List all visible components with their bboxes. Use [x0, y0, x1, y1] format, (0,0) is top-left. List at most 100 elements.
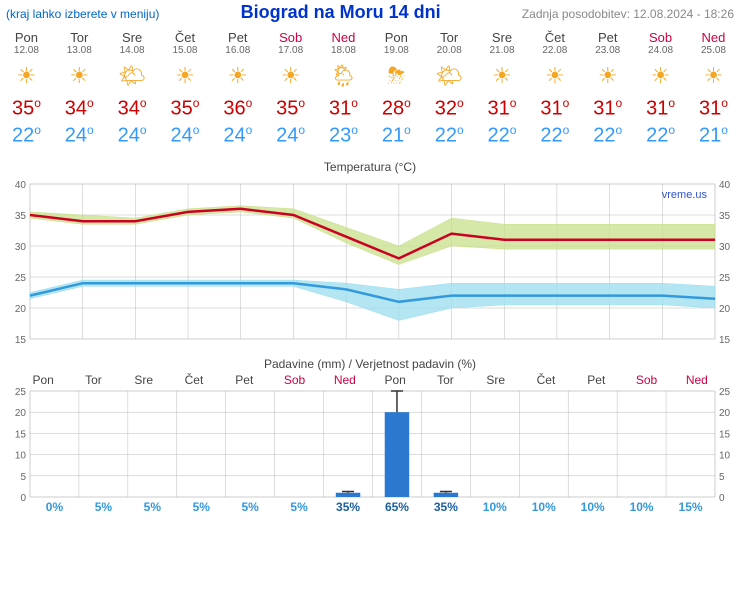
forecast-high: 31o	[528, 95, 581, 122]
precip-day-label: Čet	[169, 373, 219, 387]
forecast-high: 35o	[159, 95, 212, 122]
svg-text:20: 20	[15, 304, 27, 315]
forecast-day-header: Pon12.08	[0, 29, 53, 57]
svg-text:5: 5	[719, 472, 725, 483]
forecast-day-header: Sob24.08	[634, 29, 687, 57]
last-updated: Zadnja posodobitev: 12.08.2024 - 18:26	[522, 7, 734, 21]
forecast-low-row: 22o24o24o24o24o24o23o21o22o22o22o22o22o2…	[0, 122, 740, 149]
forecast-low: 22o	[476, 122, 529, 149]
forecast-day-header: Tor20.08	[423, 29, 476, 57]
svg-text:5%: 5%	[290, 500, 308, 514]
forecast-high: 36o	[211, 95, 264, 122]
svg-text:5%: 5%	[95, 500, 113, 514]
precip-chart-title: Padavine (mm) / Verjetnost padavin (%)	[0, 357, 740, 371]
svg-text:30: 30	[15, 242, 27, 253]
svg-text:15: 15	[719, 430, 731, 441]
svg-text:25: 25	[719, 387, 731, 398]
forecast-day-header: Sre14.08	[106, 29, 159, 57]
forecast-header-row: Pon12.08Tor13.08Sre14.08Čet15.08Pet16.08…	[0, 29, 740, 57]
forecast-day-header: Pet23.08	[581, 29, 634, 57]
temp-chart-title: Temperatura (°C)	[6, 160, 734, 174]
svg-text:35: 35	[719, 211, 731, 222]
svg-text:10%: 10%	[483, 500, 507, 514]
sun-cloud-icon: 🌤	[106, 57, 159, 95]
forecast-day-header: Ned18.08	[317, 29, 370, 57]
svg-text:15: 15	[15, 430, 27, 441]
forecast-high: 34o	[53, 95, 106, 122]
forecast-high: 34o	[106, 95, 159, 122]
precip-day-label: Tor	[420, 373, 470, 387]
precip-day-label: Sre	[471, 373, 521, 387]
precip-chart-svg: 005510101515202025250%5%5%5%5%5%35%65%35…	[6, 387, 734, 517]
svg-text:20: 20	[719, 409, 731, 420]
precip-day-label: Ned	[672, 373, 722, 387]
forecast-low: 22o	[634, 122, 687, 149]
precip-day-label: Pon	[370, 373, 420, 387]
svg-text:35%: 35%	[336, 500, 360, 514]
forecast-low: 21o	[370, 122, 423, 149]
precip-day-label: Čet	[521, 373, 571, 387]
precip-day-label: Pet	[571, 373, 621, 387]
svg-text:35%: 35%	[434, 500, 458, 514]
forecast-low: 22o	[581, 122, 634, 149]
forecast-low: 23o	[317, 122, 370, 149]
svg-text:10%: 10%	[581, 500, 605, 514]
svg-text:5%: 5%	[144, 500, 162, 514]
forecast-high: 31o	[687, 95, 740, 122]
precip-day-labels: PonTorSreČetPetSobNedPonTorSreČetPetSobN…	[18, 373, 722, 387]
sun-icon: ☀	[53, 57, 106, 95]
svg-text:20: 20	[15, 409, 27, 420]
menu-note[interactable]: (kraj lahko izberete v meniju)	[6, 7, 159, 21]
svg-text:0%: 0%	[46, 500, 64, 514]
forecast-low: 24o	[211, 122, 264, 149]
precip-day-label: Ned	[320, 373, 370, 387]
forecast-low: 22o	[423, 122, 476, 149]
forecast-day-header: Čet15.08	[159, 29, 212, 57]
sun-icon: ☀	[476, 57, 529, 95]
forecast-high: 31o	[317, 95, 370, 122]
forecast-high: 35o	[264, 95, 317, 122]
forecast-day-header: Čet22.08	[528, 29, 581, 57]
forecast-high: 31o	[581, 95, 634, 122]
sun-icon: ☀	[211, 57, 264, 95]
forecast-high-row: 35o34o34o35o36o35o31o28o32o31o31o31o31o3…	[0, 95, 740, 122]
forecast-icon-row: ☀☀🌤☀☀☀🌦⛈🌤☀☀☀☀☀	[0, 57, 740, 95]
temp-chart-svg: 151520202525303035354040vreme.us	[6, 176, 734, 351]
forecast-low: 24o	[106, 122, 159, 149]
forecast-low: 22o	[0, 122, 53, 149]
forecast-high: 28o	[370, 95, 423, 122]
sun-icon: ☀	[264, 57, 317, 95]
forecast-high: 32o	[423, 95, 476, 122]
svg-text:40: 40	[15, 180, 27, 191]
svg-text:15: 15	[719, 335, 731, 346]
svg-text:5%: 5%	[242, 500, 260, 514]
sun-icon: ☀	[687, 57, 740, 95]
forecast-low: 24o	[264, 122, 317, 149]
svg-text:10: 10	[15, 451, 27, 462]
svg-text:25: 25	[719, 273, 731, 284]
forecast-low: 24o	[159, 122, 212, 149]
sun-icon: ☀	[159, 57, 212, 95]
sun-icon: ☀	[528, 57, 581, 95]
forecast-day-header: Pet16.08	[211, 29, 264, 57]
precip-day-label: Tor	[68, 373, 118, 387]
svg-text:15: 15	[15, 335, 27, 346]
svg-text:25: 25	[15, 273, 27, 284]
forecast-low: 22o	[528, 122, 581, 149]
svg-text:5%: 5%	[193, 500, 211, 514]
svg-text:vreme.us: vreme.us	[662, 189, 708, 201]
page-title: Biograd na Moru 14 dni	[241, 2, 441, 23]
storm-icon: ⛈	[370, 57, 423, 95]
svg-text:5: 5	[20, 472, 26, 483]
sun-cloud-icon: 🌤	[423, 57, 476, 95]
svg-text:65%: 65%	[385, 500, 409, 514]
svg-text:10: 10	[719, 451, 731, 462]
svg-text:35: 35	[15, 211, 27, 222]
cloud-rain-icon: 🌦	[317, 57, 370, 95]
svg-text:10%: 10%	[630, 500, 654, 514]
svg-text:0: 0	[719, 493, 725, 504]
header: (kraj lahko izberete v meniju) Biograd n…	[0, 0, 740, 25]
forecast-low: 21o	[687, 122, 740, 149]
sun-icon: ☀	[0, 57, 53, 95]
sun-icon: ☀	[581, 57, 634, 95]
